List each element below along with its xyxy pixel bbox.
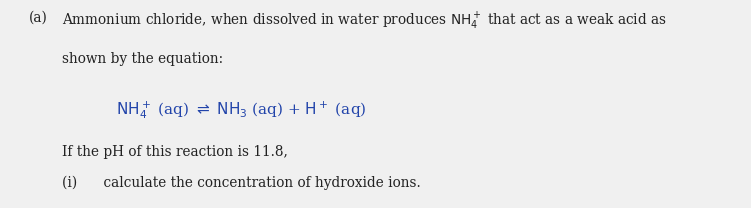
Text: shown by the equation:: shown by the equation:: [62, 52, 224, 66]
Text: (ii)    find the initial concentration of $\mathrm{NH_4^+}$ if the $K_a$ is 3.15: (ii) find the initial concentration of $…: [62, 207, 525, 208]
Text: $\mathrm{NH_4^+}$ (aq) $\rightleftharpoons$ $\mathrm{NH_3}$ (aq) + $\mathrm{H^+}: $\mathrm{NH_4^+}$ (aq) $\rightleftharpoo…: [116, 99, 367, 121]
Text: (i)      calculate the concentration of hydroxide ions.: (i) calculate the concentration of hydro…: [62, 176, 421, 190]
Text: (a): (a): [29, 10, 47, 24]
Text: Ammonium chloride, when dissolved in water produces $\mathrm{NH_4^+}$ that act a: Ammonium chloride, when dissolved in wat…: [62, 10, 667, 32]
Text: If the pH of this reaction is 11.8,: If the pH of this reaction is 11.8,: [62, 145, 288, 158]
